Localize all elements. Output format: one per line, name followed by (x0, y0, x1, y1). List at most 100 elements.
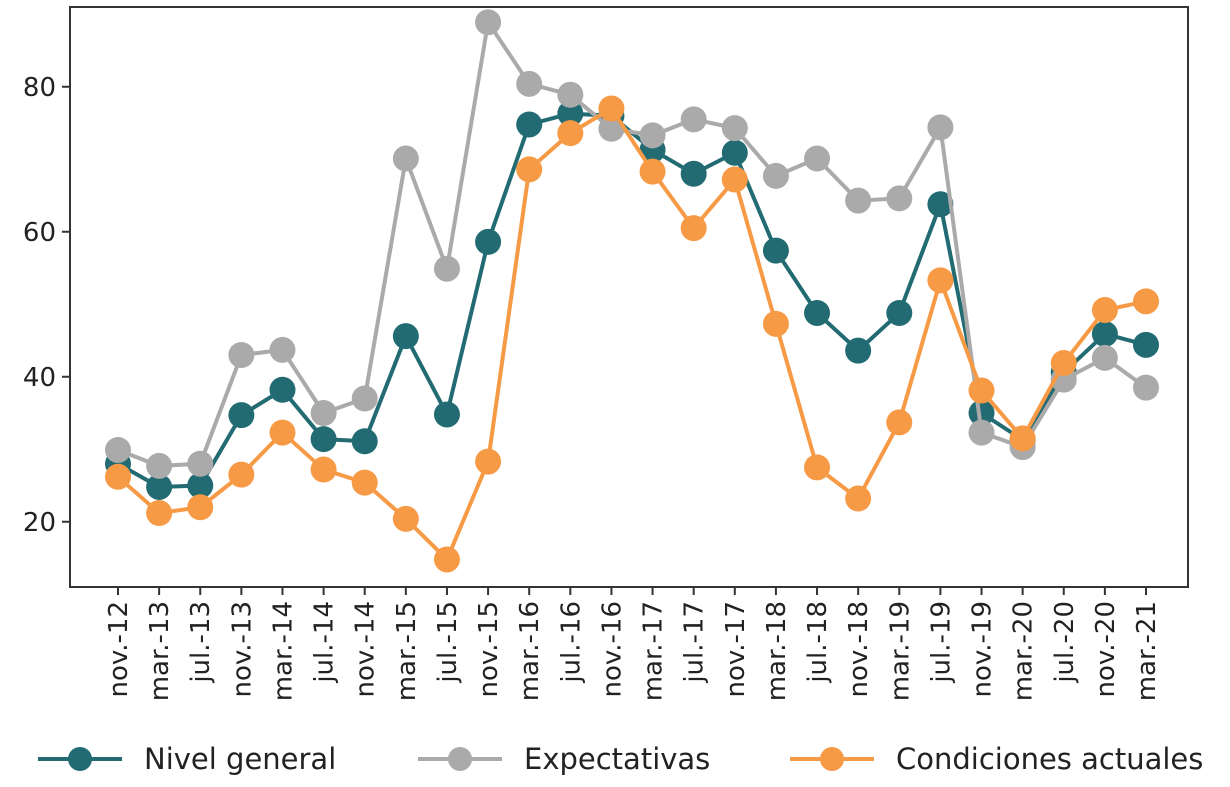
data-point (639, 158, 666, 185)
data-point (1133, 374, 1159, 401)
data-point (310, 456, 337, 483)
x-tick-label: jul.-19 (926, 601, 956, 684)
data-point (968, 419, 995, 446)
x-tick-label: nov.-20 (1091, 601, 1121, 697)
data-point (845, 485, 872, 512)
plot-frame (69, 6, 1189, 588)
data-point (269, 376, 296, 403)
x-tick-label: nov.-14 (351, 601, 381, 697)
data-point (351, 385, 378, 412)
data-point (1050, 349, 1077, 376)
data-point (351, 428, 378, 455)
data-point (516, 156, 543, 183)
data-point (146, 473, 173, 500)
y-axis: 20 40 60 80 (23, 73, 70, 538)
data-point (1009, 425, 1036, 452)
legend-item-condiciones-actuales: Condiciones actuales (790, 734, 1203, 784)
data-point (927, 267, 954, 294)
data-point (804, 454, 831, 481)
x-tick-label: jul.-13 (186, 601, 216, 684)
x-tick-label: jul.-15 (433, 601, 463, 684)
x-tick-label: mar.-13 (145, 601, 175, 701)
x-tick-label: mar.-21 (1132, 601, 1162, 701)
legend-label-condiciones-actuales: Condiciones actuales (896, 742, 1204, 776)
data-point (1091, 297, 1118, 324)
x-tick-label: jul.-17 (680, 601, 710, 684)
x-tick-label: jul.-16 (556, 601, 586, 684)
data-point (433, 546, 460, 573)
data-point (1091, 344, 1118, 371)
series-layer (105, 9, 1159, 573)
data-point (146, 452, 173, 479)
data-point (845, 337, 872, 364)
data-point (475, 228, 502, 255)
data-point (721, 166, 748, 193)
series-2 (105, 9, 1159, 479)
y-tick-label: 40 (23, 363, 56, 393)
legend-label-nivel-general: Nivel general (144, 742, 337, 776)
data-point (269, 336, 296, 363)
data-point (557, 120, 584, 147)
data-point (557, 81, 584, 108)
legend-swatch-expectativas (418, 739, 502, 779)
legend: Nivel general Expectativas Condiciones a… (0, 734, 1230, 784)
data-point (639, 122, 666, 149)
data-point (1133, 331, 1159, 358)
data-point (886, 299, 913, 326)
x-tick-label: mar.-18 (762, 601, 792, 701)
data-point (392, 505, 419, 532)
data-point (516, 111, 543, 138)
data-point (516, 70, 543, 97)
series-3 (105, 95, 1159, 573)
data-point (269, 419, 296, 446)
data-point (886, 185, 913, 212)
data-point (804, 145, 831, 172)
data-point (762, 162, 789, 189)
data-point (475, 9, 502, 36)
x-tick-label: jul.-20 (1050, 601, 1080, 684)
y-tick-label: 20 (23, 508, 56, 538)
legend-swatch-condiciones-actuales (790, 739, 874, 779)
data-point (680, 106, 707, 133)
x-tick-label: jul.-14 (310, 601, 340, 684)
data-point (598, 95, 625, 122)
x-tick-label: mar.-14 (268, 601, 298, 701)
data-point (310, 400, 337, 426)
data-point (392, 323, 419, 350)
series-line (117, 20, 1148, 468)
x-tick-label: nov.-15 (474, 601, 504, 697)
legend-label-expectativas: Expectativas (524, 742, 711, 776)
legend-swatch-nivel-general (38, 739, 122, 779)
data-point (680, 160, 707, 187)
x-tick-label: mar.-15 (392, 601, 422, 701)
data-point (886, 409, 913, 436)
data-point (187, 450, 214, 477)
y-tick-label: 60 (23, 218, 56, 248)
data-point (680, 215, 707, 242)
data-point (392, 145, 419, 172)
data-point (228, 342, 255, 368)
x-tick-label: mar.-16 (515, 601, 545, 701)
data-point (105, 436, 131, 463)
data-point (927, 114, 954, 141)
x-tick-label: jul.-18 (803, 601, 833, 684)
x-tick-label: nov.-12 (104, 601, 134, 697)
x-tick-label: nov.-19 (968, 601, 998, 697)
data-point (762, 310, 789, 337)
x-tick-label: mar.-20 (1009, 601, 1039, 701)
x-tick-label: mar.-17 (639, 601, 669, 701)
data-point (557, 100, 584, 127)
data-point (187, 472, 214, 499)
data-point (351, 469, 378, 496)
data-point (228, 402, 255, 429)
data-point (721, 139, 748, 166)
x-tick-label: nov.-16 (597, 601, 627, 697)
legend-item-nivel-general: Nivel general (38, 734, 336, 784)
data-point (927, 191, 954, 218)
data-point (598, 115, 625, 142)
data-point (228, 461, 255, 488)
data-point (146, 500, 173, 527)
data-point (1133, 288, 1159, 315)
x-tick-label: mar.-19 (885, 601, 915, 701)
data-point (968, 400, 995, 426)
